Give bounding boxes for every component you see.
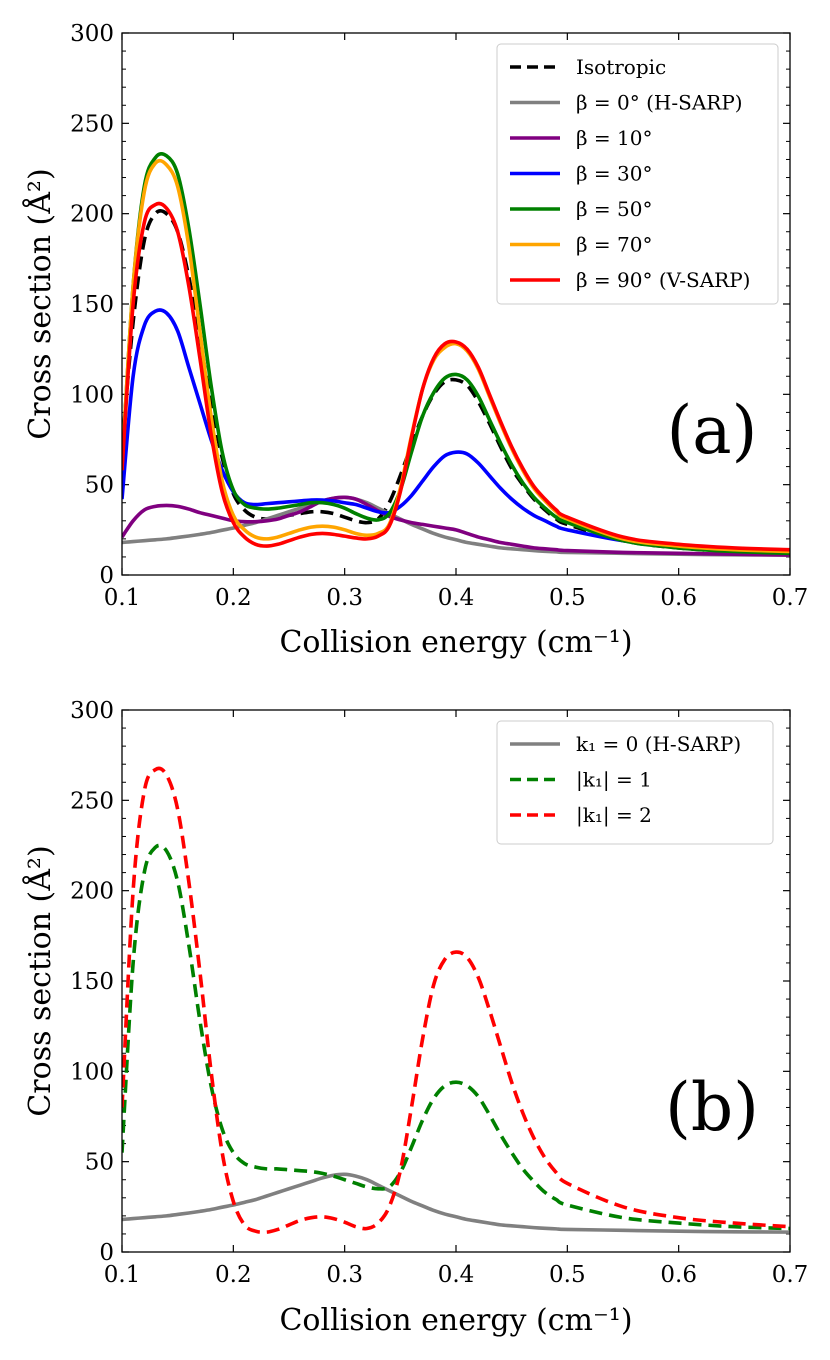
panel-b-legend-label: k₁ = 0 (H-SARP) (576, 732, 741, 756)
panel-b-legend-label: |k₁| = 2 (576, 803, 652, 828)
panel-a-legend-label: β = 50° (576, 197, 652, 221)
panel-b-xtick-label: 0.2 (215, 1262, 252, 1288)
panel-a-xtick-label: 0.1 (104, 585, 141, 611)
panel-b-ytick-label: 250 (70, 788, 114, 814)
panel-a-xtick-label: 0.4 (438, 585, 475, 611)
panel-b-series-line-1 (122, 843, 790, 1231)
panel-a: 0.1 0.2 0.3 0.4 0.5 0.6 0.7050100150200250300 … (22, 21, 808, 660)
panel-b-xtick-label: 0.6 (660, 1262, 697, 1288)
panel-b-xlabel: Collision energy (cm⁻¹) (279, 1303, 632, 1338)
panel-a-ytick-label: 200 (70, 202, 114, 228)
panel-a-ytick-label: 100 (70, 382, 114, 408)
panel-a-ytick-label: 0 (99, 563, 114, 589)
panel-b-ytick-label: 0 (99, 1240, 114, 1266)
panel-b: 0.1 0.2 0.3 0.4 0.5 0.6 0.7050100150200250300 … (22, 698, 808, 1338)
panel-b-xtick-label: 0.3 (326, 1262, 363, 1288)
panel-b-frame (121, 709, 791, 1253)
panel-a-legend-box (496, 43, 779, 305)
panel-b-series-line-2 (122, 766, 790, 1235)
panel-a-series-line-2 (122, 495, 790, 557)
panel-b-ylabel-text: Cross section (Å²) (22, 845, 58, 1116)
panel-a-legend-label: β = 30° (576, 162, 652, 186)
panel-b-ytick-label: 150 (70, 969, 114, 995)
panel-a-ytick-label: 300 (70, 21, 114, 47)
panel-a-ylabel: Cross section (Å²) (22, 168, 58, 439)
panel-b-ytick-label: 200 (70, 879, 114, 905)
panel-a-ytick-label: 50 (85, 473, 114, 499)
panel-b-xtick-label: 0.4 (438, 1262, 475, 1288)
panel-a-ytick-label: 150 (70, 292, 114, 318)
panel-b-ticks: 0.1 0.2 0.3 0.4 0.5 0.6 0.7 0 50 100 150 200 250 300 (70, 698, 808, 1288)
panel-a-xlabel: Collision energy (cm⁻¹) (279, 625, 632, 660)
panel-b-xtick-label: 0.5 (549, 1262, 586, 1288)
panel-a-series-line-4 (122, 152, 790, 556)
panel-a-xlabel-text: Collision energy (cm⁻¹) (279, 625, 632, 660)
panel-b-xlabel-text: Collision energy (cm⁻¹) (279, 1303, 632, 1338)
panel-a-ticks: 0.1 0.2 0.3 0.4 0.5 0.6 0.7 0 50 100 150 200 250 300 (70, 21, 808, 611)
panel-a-xtick-label: 0.2 (215, 585, 252, 611)
panel-b-series-line-0 (122, 1172, 790, 1234)
panel-a-xtick-label: 0.5 (549, 585, 586, 611)
panel-b-legend: k₁ = 0 (H-SARP) |k₁| = 1 |k₁| = 2 (496, 720, 774, 845)
panel-a-xtick-label: 0.7 (772, 585, 809, 611)
panel-b-ytick-label: 50 (85, 1150, 114, 1176)
panel-a-legend-label: β = 90° (V-SARP) (576, 268, 750, 292)
panel-a-legend: Isotropic β = 0° (H-SARP) β = 10° β = 30° β … (496, 43, 779, 305)
panel-a-frame (121, 32, 791, 576)
panel-b-ytick-label: 300 (70, 698, 114, 724)
panel-a-xtick-label: 0.3 (326, 585, 363, 611)
panel-b-ytick-label: 100 (70, 1059, 114, 1085)
panel-b-label: (b) (665, 1069, 759, 1146)
panel-b-xtick-label: 0.1 (104, 1262, 141, 1288)
panel-a-series-line-3 (122, 308, 790, 554)
panel-a-series-line-6 (122, 201, 790, 552)
panel-a-label: (a) (667, 392, 758, 469)
panel-a-legend-label: Isotropic (576, 55, 666, 79)
panel-b-series-lines (122, 766, 790, 1235)
panel-a-ytick-label: 250 (70, 111, 114, 137)
panel-a-legend-label: β = 70° (576, 233, 652, 257)
panel-a-xtick-label: 0.6 (660, 585, 697, 611)
panel-b-legend-box (496, 720, 774, 845)
panel-b-xtick-label: 0.7 (772, 1262, 809, 1288)
panel-a-series-lines (122, 152, 790, 557)
panel-a-ylabel-text: Cross section (Å²) (22, 168, 58, 439)
panel-b-ylabel: Cross section (Å²) (22, 845, 58, 1116)
panel-b-legend-label: |k₁| = 1 (576, 768, 652, 793)
panel-a-legend-label: β = 0° (H-SARP) (576, 91, 743, 115)
panel-a-legend-label: β = 10° (576, 126, 652, 150)
